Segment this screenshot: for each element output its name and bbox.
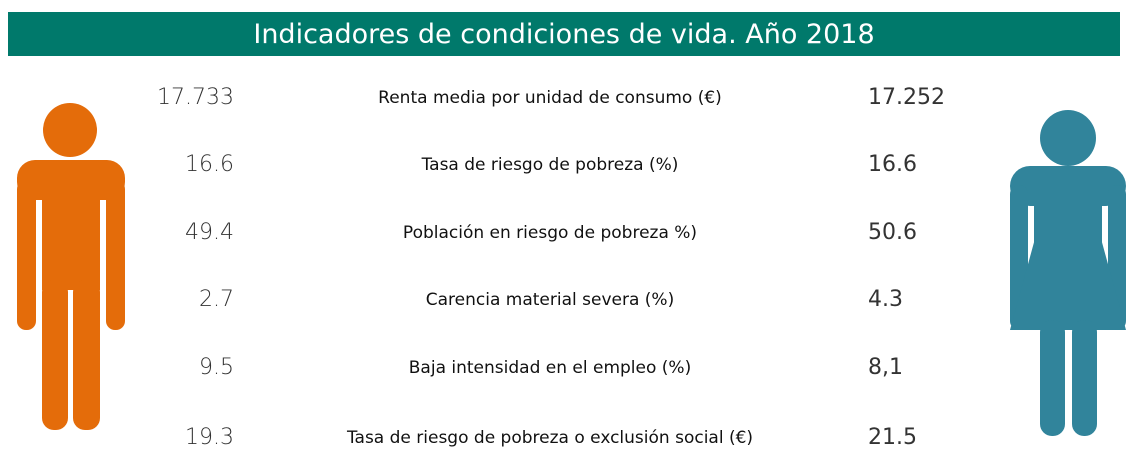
men-value: 16.6 [185,152,234,177]
woman-icon [1010,110,1126,436]
women-value: 8,1 [868,355,903,380]
indicator-label: Tasa de riesgo de pobreza (%) [421,155,679,175]
indicator-label: Tasa de riesgo de pobreza o exclusión so… [346,428,754,448]
men-value: 9.5 [199,355,234,380]
men-value: 17.733 [157,85,234,110]
title-bar: Indicadores de condiciones de vida. Año … [8,12,1120,56]
indicator-row: 49.4 Población en riesgo de pobreza %) 50.… [0,215,1128,251]
indicator-row: 17.733 Renta media por unidad de consumo … [0,80,1128,116]
indicator-row: 2.7 Carencia material severa (%) 4.3 [0,282,1128,318]
men-value: 49.4 [185,220,234,245]
men-value: 2.7 [199,287,234,312]
men-value: 19.3 [185,425,234,450]
man-icon [17,103,125,430]
women-value: 21.5 [868,425,917,450]
women-value: 50.6 [868,220,917,245]
indicator-row: 16.6 Tasa de riesgo de pobreza (%) 16.6 [0,147,1128,183]
title: Indicadores de condiciones de vida. Año … [253,18,875,50]
women-value: 4.3 [868,287,903,312]
women-value: 16.6 [868,152,917,177]
indicator-label: Población en riesgo de pobreza %) [402,223,698,243]
indicator-label: Baja intensidad en el empleo (%) [408,358,692,378]
indicator-label: Carencia material severa (%) [425,290,675,310]
indicator-row: 9.5 Baja intensidad en el empleo (%) 8,1 [0,350,1128,386]
indicator-label: Renta media por unidad de consumo (€) [378,88,722,108]
women-value: 17.252 [868,85,945,110]
indicator-row: 19.3 Tasa de riesgo de pobreza o exclusió… [0,420,1128,456]
